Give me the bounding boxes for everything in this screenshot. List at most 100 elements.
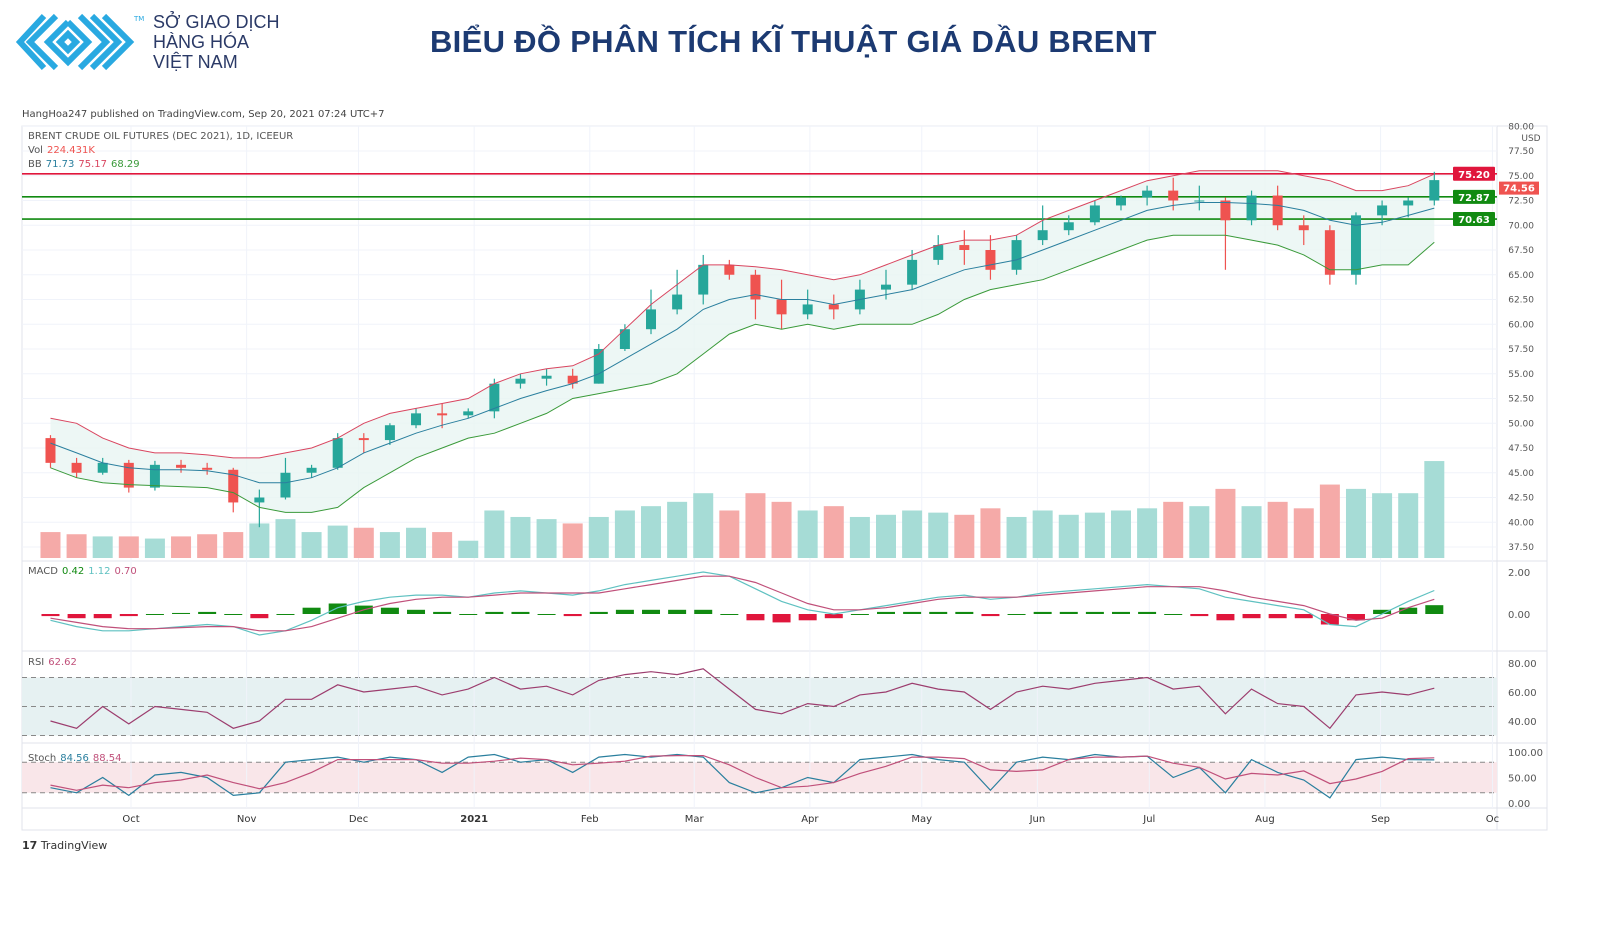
- volume-bar: [1163, 501, 1184, 558]
- macd-histogram-bar: [824, 614, 843, 619]
- macd-histogram-bar: [1007, 614, 1026, 615]
- macd-histogram-bar: [642, 609, 661, 614]
- candle-body: [515, 378, 526, 384]
- volume-bar: [1319, 484, 1340, 558]
- price-tick-label: 67.50: [1508, 246, 1534, 256]
- volume-bar: [823, 506, 844, 558]
- candle-body: [437, 413, 448, 416]
- volume-bar: [1058, 514, 1079, 558]
- macd-histogram-bar: [1111, 611, 1130, 614]
- candle-body: [97, 462, 108, 473]
- time-tick-label: Jul: [1142, 814, 1155, 825]
- macd-histogram-bar: [746, 614, 765, 621]
- candle-body: [672, 294, 683, 310]
- volume-bar: [849, 516, 870, 558]
- candle-body: [358, 438, 369, 441]
- macd-histogram-bar: [1373, 609, 1392, 614]
- volume-bar: [902, 510, 923, 558]
- price-tick-label: 72.50: [1508, 197, 1534, 207]
- rsi-tick-label: 60.00: [1508, 688, 1537, 699]
- candle-body: [933, 245, 944, 260]
- volume-legend: Vol 224.431K: [28, 145, 99, 156]
- time-tick-label: Oct: [122, 814, 139, 825]
- candle-body: [1011, 240, 1022, 270]
- bb-lower-value: 68.29: [111, 159, 140, 170]
- price-tick-label: 70.00: [1508, 221, 1534, 231]
- time-tick-label: Nov: [237, 814, 257, 825]
- volume-bar: [1189, 506, 1210, 558]
- candle-body: [724, 264, 735, 275]
- candle-body: [332, 438, 343, 468]
- stoch-legend: Stoch 84.56 88.54: [28, 753, 126, 764]
- volume-bar: [197, 534, 218, 558]
- tradingview-footer[interactable]: 17 TradingView: [22, 839, 107, 852]
- macd-label: MACD: [28, 566, 58, 577]
- candle-body: [567, 375, 578, 384]
- bb-label: BB: [28, 159, 42, 170]
- macd-histogram-bar: [720, 614, 739, 615]
- candle-body: [1063, 222, 1074, 231]
- volume-bar: [1215, 488, 1236, 558]
- candle-body: [1089, 205, 1100, 223]
- candle-body: [71, 462, 82, 473]
- macd-histogram-bar: [1242, 614, 1261, 619]
- macd-histogram-bar: [537, 614, 556, 615]
- macd-histogram-bar: [511, 611, 530, 614]
- price-level-label: 75.20: [1458, 170, 1490, 181]
- price-tick-label: 37.50: [1508, 543, 1534, 553]
- price-tick-label: 75.00: [1508, 172, 1534, 182]
- time-tick-label: Jun: [1029, 814, 1046, 825]
- macd-histogram-bar: [485, 611, 504, 614]
- time-tick-label: Aug: [1255, 814, 1275, 825]
- price-tick-label: 80.00: [1508, 122, 1534, 132]
- volume-bar: [171, 536, 192, 558]
- macd-histogram-bar: [380, 607, 399, 614]
- macd-legend: MACD 0.42 1.12 0.70: [28, 566, 141, 577]
- candle-body: [228, 469, 239, 503]
- last-price-badge: [1499, 181, 1539, 195]
- volume-bar: [40, 532, 61, 558]
- time-tick-label: Apr: [801, 814, 819, 825]
- macd-line-value: 1.12: [88, 566, 111, 577]
- volume-bar: [223, 532, 244, 558]
- macd-histogram-bar: [145, 614, 164, 615]
- rsi-tick-label: 40.00: [1508, 717, 1537, 728]
- macd-histogram-bar: [119, 614, 138, 617]
- candle-body: [489, 383, 500, 412]
- candle-body: [750, 274, 761, 300]
- macd-histogram-bar: [1190, 614, 1209, 617]
- candle-body: [985, 250, 996, 270]
- time-tick-label: Dec: [349, 814, 368, 825]
- stoch-d-line: [50, 754, 1435, 791]
- volume-bar: [588, 516, 609, 558]
- macd-histogram-bar: [1399, 607, 1418, 614]
- macd-histogram-bar: [1425, 605, 1444, 614]
- volume-bar: [118, 536, 139, 558]
- volume-bar: [301, 532, 322, 558]
- macd-histogram-bar: [1216, 614, 1235, 621]
- macd-histogram-bar: [172, 612, 191, 614]
- volume-bar: [510, 516, 531, 558]
- macd-histogram-bar: [929, 611, 948, 614]
- volume-bar: [771, 501, 792, 558]
- macd-hist-value: 0.42: [61, 566, 85, 577]
- time-tick-label: Oc: [1486, 814, 1499, 825]
- vol-label: Vol: [28, 145, 43, 156]
- volume-bar: [1293, 508, 1314, 558]
- volume-bar: [1424, 461, 1445, 558]
- macd-histogram-bar: [877, 611, 895, 614]
- volume-bar: [66, 534, 87, 558]
- price-tick-label: 77.50: [1508, 147, 1534, 157]
- bb-upper-line: [50, 170, 1435, 459]
- stoch-d-value: 88.54: [92, 753, 122, 764]
- volume-bar: [1345, 488, 1366, 558]
- macd-histogram-bar: [1033, 611, 1052, 614]
- candle-body: [698, 264, 709, 295]
- candle-body: [541, 375, 552, 379]
- candle-body: [176, 464, 187, 468]
- candle-body: [1403, 200, 1414, 206]
- macd-histogram-bar: [615, 609, 634, 614]
- candle-body: [1115, 197, 1126, 206]
- bb-lower-line: [50, 234, 1435, 513]
